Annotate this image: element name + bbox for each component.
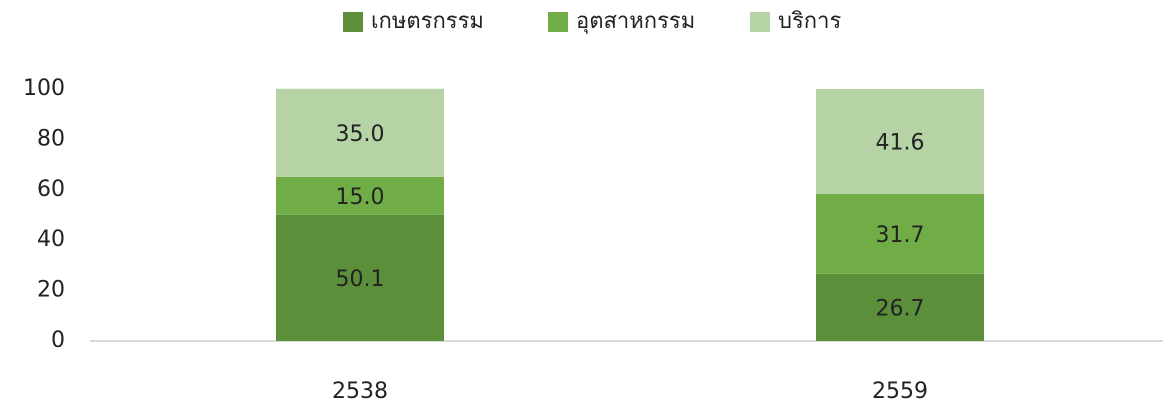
legend-swatch [750,12,770,32]
data-label: 15.0 [336,185,385,210]
data-label: 26.7 [876,296,925,321]
bar-segment [276,176,444,215]
legend-label: เกษตรกรรม [371,9,484,34]
legend-swatch [548,12,568,32]
y-tick-label: 100 [23,76,65,101]
bar-segment [816,273,984,341]
bar-segment [816,193,984,274]
data-label: 31.7 [876,223,925,248]
bar-segment [276,214,444,341]
data-label: 35.0 [336,122,385,147]
y-tick-label: 60 [37,177,65,202]
bar-segment [816,89,984,194]
legend-label: บริการ [778,9,841,34]
data-label: 41.6 [876,130,925,155]
y-tick-label: 20 [37,278,65,303]
y-tick-label: 0 [51,328,65,353]
y-tick-label: 40 [37,227,65,252]
bar-segment [276,88,444,177]
legend-swatch [343,12,363,32]
x-tick-label: 2559 [872,379,928,404]
x-tick-label: 2538 [332,379,388,404]
y-tick-label: 80 [37,126,65,151]
legend-label: อุตสาหกรรม [576,9,695,34]
data-label: 50.1 [336,267,385,292]
